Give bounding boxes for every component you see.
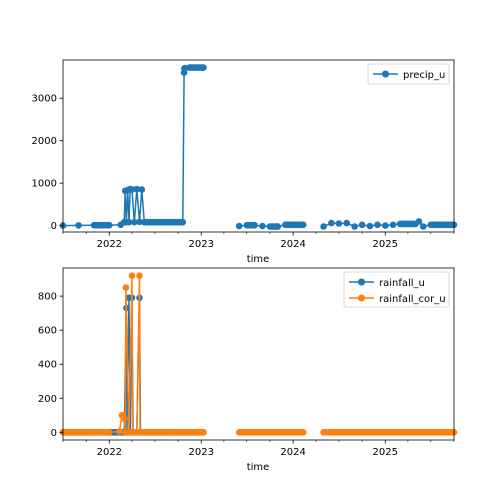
series-rainfall-cor-u [59,272,458,436]
data-point [251,221,258,229]
legend-label-rainfall-cor-u: rainfall_cor_u [379,294,446,305]
data-point [274,223,282,230]
legend-marker-rainfall-u [358,278,365,286]
data-point [415,218,423,225]
data-point [343,219,351,227]
data-point [120,415,128,423]
chart-top-x-axis-label: time [247,254,270,265]
chart-bottom-x-axis-label: time [247,462,270,473]
y-tick-label: 2000 [32,136,57,147]
data-point [128,272,136,280]
data-point [179,218,187,226]
data-point [200,429,207,436]
data-point [320,223,327,230]
data-point [235,222,243,230]
chart-top-y-axis: 0 1000 2000 3000 [32,94,63,232]
data-point [382,222,389,229]
y-tick-label: 1000 [32,179,57,190]
data-point [116,428,123,435]
legend-label-precip-u: precip_u [403,70,445,81]
data-point [200,64,207,71]
data-point [138,186,146,193]
x-tick-label: 2025 [373,447,398,458]
legend-marker-rainfall-cor-u [358,294,365,302]
x-tick-label: 2024 [280,239,305,250]
data-point [420,223,427,230]
data-point [299,221,307,229]
data-point [136,272,143,280]
x-tick-label: 2022 [97,447,122,458]
legend-label-rainfall-u: rainfall_u [379,278,425,289]
y-tick-label: 400 [38,360,57,371]
chart-top-frame [62,59,455,233]
chart-bottom: 0 200 400 600 800 2022 2023 2024 2025 time rain… [38,267,458,473]
data-point [374,221,381,229]
data-point [75,222,82,229]
data-point [259,222,266,230]
y-tick-label: 0 [51,428,57,439]
data-point [389,221,397,229]
chart-bottom-x-axis: 2022 2023 2024 2025 [62,440,455,458]
y-tick-label: 0 [51,221,57,232]
data-point [335,220,343,227]
data-point [128,186,136,193]
x-tick-label: 2023 [188,447,213,458]
data-point [125,218,133,226]
data-point [299,429,307,436]
data-point [122,284,130,291]
chart-bottom-frame [62,267,455,441]
chart-bottom-legend: rainfall_u rainfall_cor_u [343,271,450,308]
chart-top-legend: precip_u [367,63,450,85]
series-precip-u [59,64,458,230]
legend-marker-precip-u [382,70,389,78]
data-point [131,218,138,226]
chart-bottom-marks [59,272,458,436]
chart-bottom-y-axis: 0 200 400 600 800 [38,292,63,439]
data-point [136,218,143,226]
chart-top-legend-box [367,63,450,85]
x-tick-label: 2024 [280,447,305,458]
data-point [328,219,335,227]
x-tick-label: 2022 [97,239,122,250]
data-point [106,221,113,229]
data-point [133,185,141,193]
chart-top-x-axis: 2022 2023 2024 2025 [62,232,455,250]
x-tick-label: 2023 [188,239,213,250]
y-tick-label: 600 [38,326,57,337]
y-tick-label: 200 [38,394,57,405]
data-point [106,429,113,436]
data-point [358,221,366,229]
y-tick-label: 3000 [32,94,57,105]
x-tick-label: 2025 [373,239,398,250]
data-point [366,222,374,230]
y-tick-label: 800 [38,292,57,303]
chart-top: 0 1000 2000 3000 2022 2023 2024 2025 time prec… [32,59,458,265]
chart-top-marks [59,64,458,230]
data-point [351,223,358,230]
